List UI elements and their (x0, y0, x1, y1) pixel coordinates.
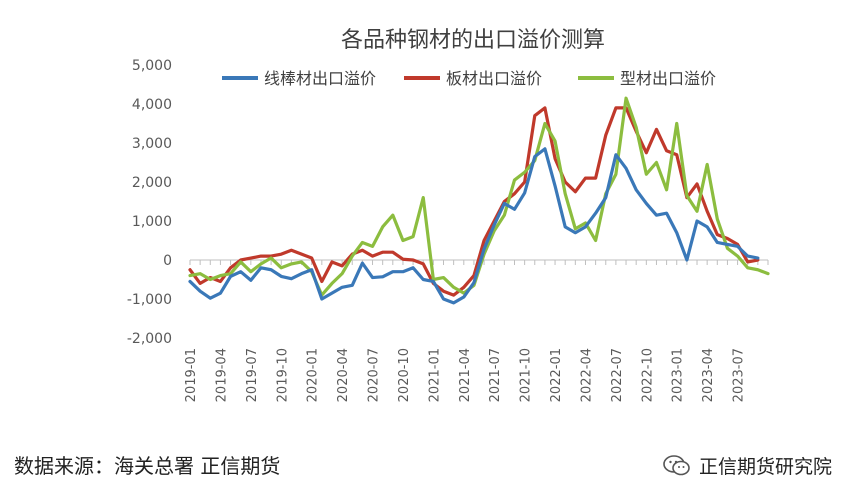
y-tick-label: 5,000 (132, 58, 172, 74)
series-layer (188, 96, 770, 305)
x-axis: 2019-01 2019-04 2019-07 2019-10 2020-01 2020-… (184, 259, 769, 402)
chart-title: 各品种钢材的出口溢价测算 (341, 28, 605, 53)
x-tick-label: 2020-01 (306, 348, 321, 402)
x-tick-label: 2019-10 (275, 348, 290, 402)
x-tick-label: 2020-04 (336, 348, 351, 402)
y-tick-label: -2,000 (127, 331, 172, 347)
x-tick-label: 2023-04 (701, 348, 716, 402)
series-line-2 (188, 106, 760, 297)
y-tick-label: -1,000 (127, 292, 172, 308)
y-tick-label: 4,000 (132, 97, 172, 113)
legend-label: 线棒材出口溢价 (264, 69, 376, 88)
x-tick-label: 2023-01 (671, 348, 686, 402)
y-axis: -2,000 -1,000 0 1,000 2,000 3,000 4,000 5,000 (127, 58, 172, 347)
x-tick-label: 2022-04 (579, 348, 594, 402)
brand-name: 正信期货研究院 (698, 456, 832, 478)
chart-area: 各品种钢材的出口溢价测算 线棒材出口溢价 板材出口溢价 型材出口溢价 -2,000-… (127, 28, 770, 402)
x-tick-label: 2020-10 (397, 348, 412, 402)
x-tick-label: 2021-07 (488, 348, 503, 402)
footer: 数据来源：海关总署 正信期货 正信期货研究院 (0, 440, 848, 499)
x-tick-label: 2020-07 (367, 348, 382, 402)
x-tick-label: 2021-04 (458, 348, 473, 402)
x-tick-label: 2021-01 (427, 348, 442, 402)
x-tick-label: 2022-01 (549, 348, 564, 402)
x-tick-label: 2022-07 (610, 348, 625, 402)
brand-label: 正信期货研究院 (663, 452, 832, 479)
data-source-note: 数据来源：海关总署 正信期货 (14, 454, 281, 478)
x-tick-label: 2019-01 (184, 348, 199, 402)
legend-label: 型材出口溢价 (620, 69, 716, 88)
y-tick-label: 3,000 (132, 136, 172, 152)
legend: 线棒材出口溢价 板材出口溢价 型材出口溢价 (222, 69, 716, 88)
x-tick-label: 2019-07 (245, 348, 260, 402)
y-tick-label: 2,000 (132, 175, 172, 191)
x-tick-label: 2023-07 (732, 348, 747, 402)
x-tick-label: 2019-04 (214, 348, 229, 402)
wechat-icon (663, 454, 691, 477)
legend-label: 板材出口溢价 (446, 69, 542, 88)
line-chart: 各品种钢材的出口溢价测算 线棒材出口溢价 板材出口溢价 型材出口溢价 -2,000-… (127, 28, 770, 402)
y-tick-label: 0 (163, 253, 172, 269)
x-tick-label: 2022-10 (640, 348, 655, 402)
x-tick-label: 2021-10 (519, 348, 534, 402)
series-line-1 (188, 147, 760, 305)
y-tick-label: 1,000 (132, 214, 172, 230)
